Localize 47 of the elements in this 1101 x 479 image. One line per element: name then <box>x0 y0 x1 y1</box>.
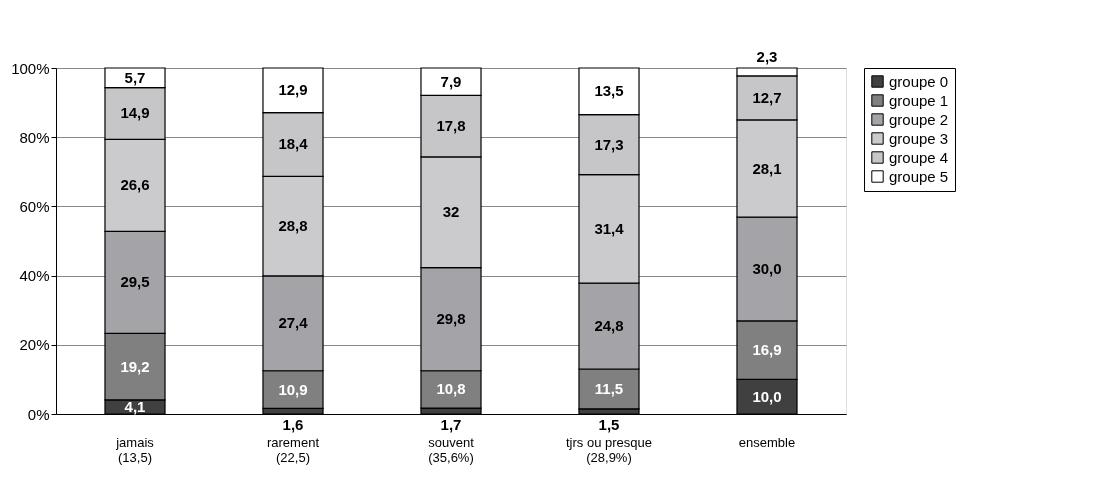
data-label: 29,8 <box>436 310 466 328</box>
y-tick-label: 0% <box>27 405 50 423</box>
data-label: 17,8 <box>436 117 466 135</box>
data-label: 2,3 <box>756 48 778 65</box>
legend-label: groupe 2 <box>889 110 949 128</box>
data-label: 16,9 <box>752 341 782 359</box>
data-label: 11,5 <box>594 379 624 397</box>
data-label: 28,1 <box>752 159 782 177</box>
data-label: 1,6 <box>282 416 304 433</box>
y-tick-label: 60% <box>19 197 50 215</box>
data-label: 5,7 <box>124 68 146 86</box>
data-label: 12,9 <box>278 81 308 99</box>
x-tick-label: tjrs ou presque (28,9%) <box>566 434 652 465</box>
data-label: 24,8 <box>594 317 624 335</box>
data-label: 4,1 <box>124 397 146 415</box>
data-label: 28,8 <box>278 217 308 235</box>
data-label: 7,9 <box>440 72 462 90</box>
data-label: 32 <box>442 203 460 221</box>
data-label: 26,6 <box>120 176 150 194</box>
legend-label: groupe 0 <box>889 72 949 90</box>
x-tick-label: rarement (22,5) <box>266 434 320 465</box>
data-label: 1,5 <box>598 416 620 433</box>
data-label: 12,7 <box>752 88 782 106</box>
y-tick-label: 100% <box>11 59 50 77</box>
data-label: 10,8 <box>436 380 466 398</box>
data-label: 10,0 <box>752 387 782 405</box>
x-tick-label: souvent (35,6%) <box>428 434 475 465</box>
x-tick-label: ensemble <box>738 434 796 450</box>
x-tick-label: jamais (13,5) <box>115 434 155 465</box>
data-label: 14,9 <box>120 104 150 122</box>
data-label: 13,5 <box>594 82 624 100</box>
y-tick-label: 80% <box>19 128 50 146</box>
data-label: 18,4 <box>278 135 309 153</box>
legend-label: groupe 3 <box>889 129 949 147</box>
data-label: 17,3 <box>594 135 624 153</box>
data-label: 30,0 <box>752 260 782 278</box>
y-tick-label: 40% <box>19 267 50 285</box>
data-label: 31,4 <box>594 219 625 237</box>
y-tick-label: 20% <box>19 336 50 354</box>
data-label: 27,4 <box>278 314 309 332</box>
data-label: 19,2 <box>120 357 150 375</box>
data-label: 1,7 <box>440 416 462 433</box>
legend-label: groupe 4 <box>889 148 949 166</box>
legend-label: groupe 1 <box>889 91 949 109</box>
legend-label: groupe 5 <box>889 167 949 185</box>
data-label: 10,9 <box>278 380 308 398</box>
data-label: 29,5 <box>120 273 150 291</box>
